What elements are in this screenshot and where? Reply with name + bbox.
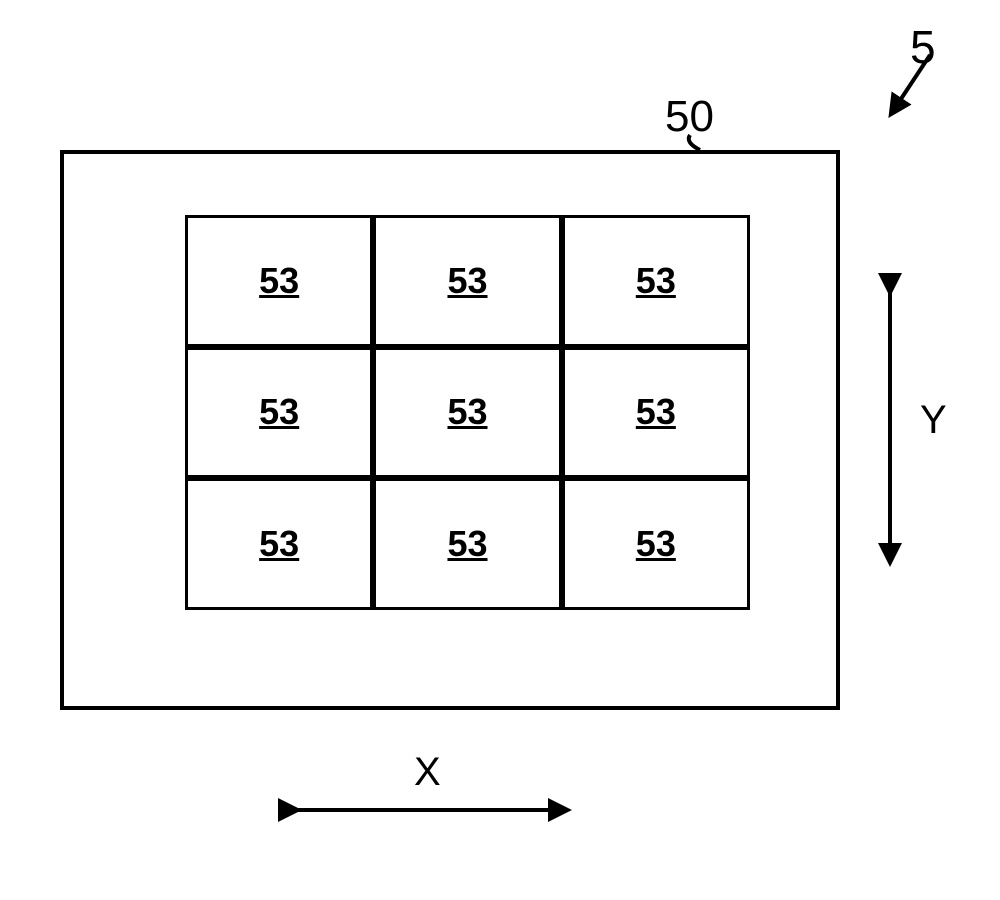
arrows-group	[290, 55, 930, 810]
arrow-five-pointer	[895, 55, 930, 108]
arrows-layer	[0, 0, 1000, 900]
leader-fifty	[689, 135, 700, 150]
diagram-canvas: 535353535353535353 5 50 X Y	[0, 0, 1000, 900]
